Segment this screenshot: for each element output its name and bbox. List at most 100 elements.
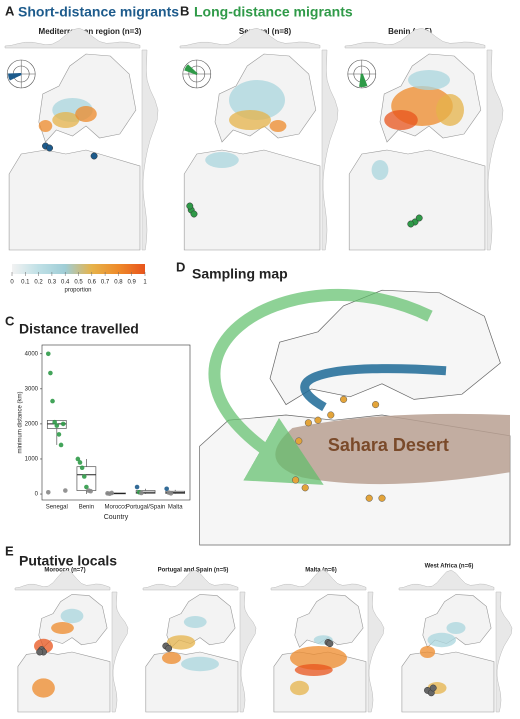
sample-site [340, 395, 348, 403]
data-point [81, 474, 87, 479]
sample-site [327, 411, 335, 419]
data-point [58, 442, 64, 448]
density-blob [51, 622, 74, 634]
density-blob [205, 152, 239, 168]
density-blob [75, 106, 97, 122]
data-point [48, 370, 53, 376]
panel-letter: E [5, 543, 14, 558]
marginal-density [239, 591, 257, 713]
data-point [77, 460, 83, 465]
colorbar-tick-label: 0.1 [21, 280, 30, 286]
marginal-density [367, 591, 385, 713]
map-title: Senegal (n=8) [239, 27, 292, 36]
arrow-long [208, 288, 433, 485]
marginal-density [179, 27, 321, 49]
sample-site [165, 644, 173, 652]
data-point [164, 486, 169, 492]
sample-site [304, 419, 312, 427]
density-blob [32, 678, 55, 698]
marginal-density [14, 569, 111, 591]
data-point [63, 488, 68, 493]
marginal-density [398, 569, 495, 591]
density-blob [229, 80, 285, 120]
data-point [134, 484, 140, 490]
panel-letter: C [5, 313, 15, 328]
panel-letter: D [176, 259, 185, 274]
y-tick-label: 1000 [25, 457, 39, 463]
region-label: Sahara Desert [328, 435, 449, 455]
x-axis-label: Country [104, 514, 129, 521]
data-point [79, 465, 85, 471]
panel-letter: B [180, 3, 189, 18]
density-blob [162, 652, 181, 664]
colorbar-tick-label: 0 [10, 280, 14, 286]
map-title: Portugal and Spain (n=5) [158, 568, 229, 574]
panel-title: Long-distance migrants [194, 4, 353, 20]
map-title: West Africa (n=6) [425, 564, 474, 570]
land [294, 594, 364, 648]
panel-title: Distance travelled [19, 321, 139, 337]
data-point [75, 456, 81, 462]
density-blob [427, 632, 456, 648]
colorbar-tick-label: 0.2 [34, 280, 43, 286]
marginal-density [486, 49, 504, 251]
sample-site [407, 220, 415, 228]
colorbar-tick-label: 0.6 [88, 280, 97, 286]
sample-site [314, 416, 322, 424]
y-tick-label: 4000 [25, 351, 39, 357]
data-point [56, 432, 62, 437]
compass-ray [8, 73, 22, 76]
x-tick-label: Benin [79, 505, 94, 511]
colorbar-tick-label: 0.9 [128, 280, 137, 286]
map-title: Malta (n=6) [305, 568, 337, 574]
data-point [45, 489, 51, 495]
data-point [84, 484, 89, 490]
map-title: Morocco (n=7) [44, 568, 85, 574]
density-blob [294, 664, 333, 676]
sahara [275, 413, 510, 485]
marginal-density [495, 591, 513, 713]
arrow-short [300, 364, 447, 412]
data-point [45, 351, 51, 357]
land [8, 149, 141, 251]
colorbar-tick-label: 1 [143, 280, 147, 286]
sample-site [186, 202, 194, 210]
sample-site [46, 144, 53, 152]
density-blob [371, 160, 389, 180]
colorbar-tick-label: 0.3 [48, 280, 57, 286]
land [38, 53, 137, 143]
density-blob [290, 646, 347, 670]
y-tick-label: 2000 [25, 421, 39, 427]
sample-site [190, 210, 198, 218]
land [401, 651, 495, 713]
sample-site [372, 401, 380, 409]
land [183, 149, 321, 251]
density-blob [290, 680, 309, 696]
density-blob [52, 112, 80, 128]
density-blob [436, 94, 464, 126]
data-point [52, 419, 57, 425]
density-blob [269, 120, 287, 132]
marginal-density [142, 569, 239, 591]
x-tick-label: Malta [168, 505, 183, 511]
sample-site [415, 214, 423, 222]
density-blob [419, 646, 436, 658]
density-blob [229, 110, 271, 130]
y-axis-label: minimum distance (km) [18, 391, 24, 453]
marginal-density [321, 49, 339, 251]
colorbar-tick-label: 0.7 [101, 280, 110, 286]
marginal-density [270, 569, 367, 591]
density-blob [408, 70, 450, 90]
panel-title: Putative locals [19, 553, 117, 569]
density-blob [38, 120, 53, 132]
panel-title: Short-distance migrants [18, 4, 179, 20]
density-blob [181, 656, 219, 672]
density-blob [166, 635, 196, 650]
density-blob [384, 110, 418, 130]
compass-ray [186, 64, 198, 75]
map-title: Mediterranean region (n=3) [39, 27, 142, 36]
colorbar-tick-label: 0.4 [61, 280, 70, 286]
sample-site [295, 437, 303, 445]
x-tick-label: Senegal [46, 505, 68, 511]
data-point [60, 421, 66, 427]
